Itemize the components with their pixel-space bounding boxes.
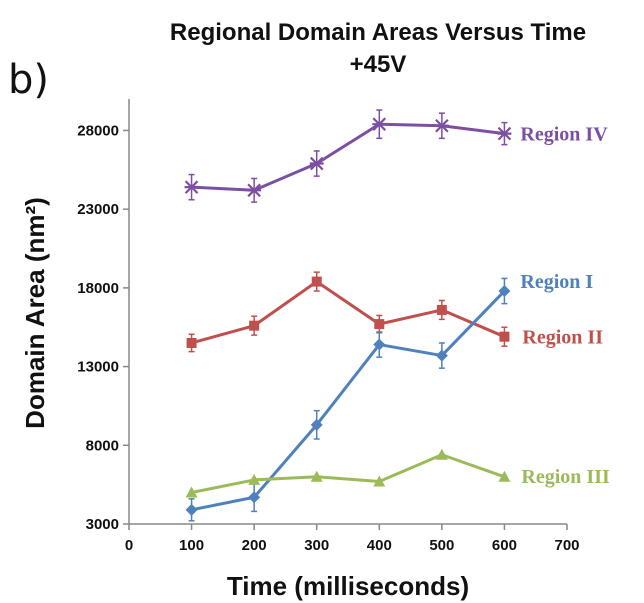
- chart-title: Regional Domain Areas Versus Time: [170, 19, 586, 46]
- y-tick-label: 3000: [86, 516, 119, 533]
- series: Region III: [185, 448, 610, 498]
- x-tick-label: 700: [554, 537, 579, 554]
- series: Region II: [186, 271, 603, 353]
- panel-label: b): [8, 57, 49, 103]
- x-tick-label: 500: [429, 537, 454, 554]
- series-line: [191, 280, 506, 345]
- series-line: [191, 453, 505, 494]
- square-marker: [374, 319, 385, 330]
- triangle-marker: [373, 475, 386, 487]
- triangle-marker: [435, 448, 448, 460]
- series-label: Region II: [522, 327, 603, 349]
- series-line: [191, 122, 505, 192]
- square-marker: [311, 276, 322, 287]
- y-tick-label: 23000: [77, 201, 119, 218]
- x-tick-label: 300: [304, 537, 329, 554]
- x-tick-label: 400: [367, 537, 392, 554]
- star-marker: [184, 180, 199, 194]
- diamond-marker: [498, 285, 511, 298]
- y-tick-label: 28000: [77, 122, 119, 139]
- triangle-marker: [498, 470, 511, 482]
- chart-subtitle: +45V: [350, 51, 407, 78]
- star-marker: [247, 183, 262, 198]
- series: Region I: [185, 271, 593, 522]
- series: Region IV: [184, 109, 608, 203]
- x-tick-label: 600: [492, 537, 517, 554]
- x-tick-label: 100: [179, 537, 204, 554]
- y-tick-label: 18000: [77, 280, 119, 297]
- triangle-marker: [310, 470, 323, 482]
- diamond-marker: [248, 491, 261, 504]
- square-marker: [249, 320, 260, 331]
- y-axis-label: Domain Area (nm²): [20, 197, 50, 429]
- square-marker: [499, 331, 510, 342]
- series-label: Region III: [521, 466, 610, 488]
- x-tick-label: 200: [242, 537, 267, 554]
- series-label: Region I: [520, 271, 593, 293]
- diamond-marker: [373, 338, 386, 351]
- y-tick-label: 13000: [77, 359, 119, 376]
- star-marker: [309, 156, 324, 171]
- diamond-marker: [185, 503, 198, 516]
- series-line: [191, 289, 506, 512]
- x-tick-label: 0: [125, 537, 133, 554]
- diamond-marker: [435, 349, 448, 362]
- square-marker: [436, 304, 447, 315]
- x-axis-label: Time (milliseconds): [227, 571, 469, 601]
- axes: 0 100 200 300 400 500 600 700 3000 8000 13000 18000…: [77, 99, 580, 554]
- star-marker: [372, 117, 387, 131]
- diamond-marker: [310, 418, 323, 431]
- triangle-marker: [185, 486, 198, 498]
- y-tick-label: 8000: [86, 437, 119, 454]
- series-layer: Region IV Region II Region I Region III: [184, 109, 610, 522]
- series-label: Region IV: [520, 124, 608, 146]
- star-marker: [497, 126, 512, 141]
- square-marker: [186, 337, 197, 348]
- star-marker: [434, 118, 449, 133]
- triangle-marker: [248, 473, 261, 485]
